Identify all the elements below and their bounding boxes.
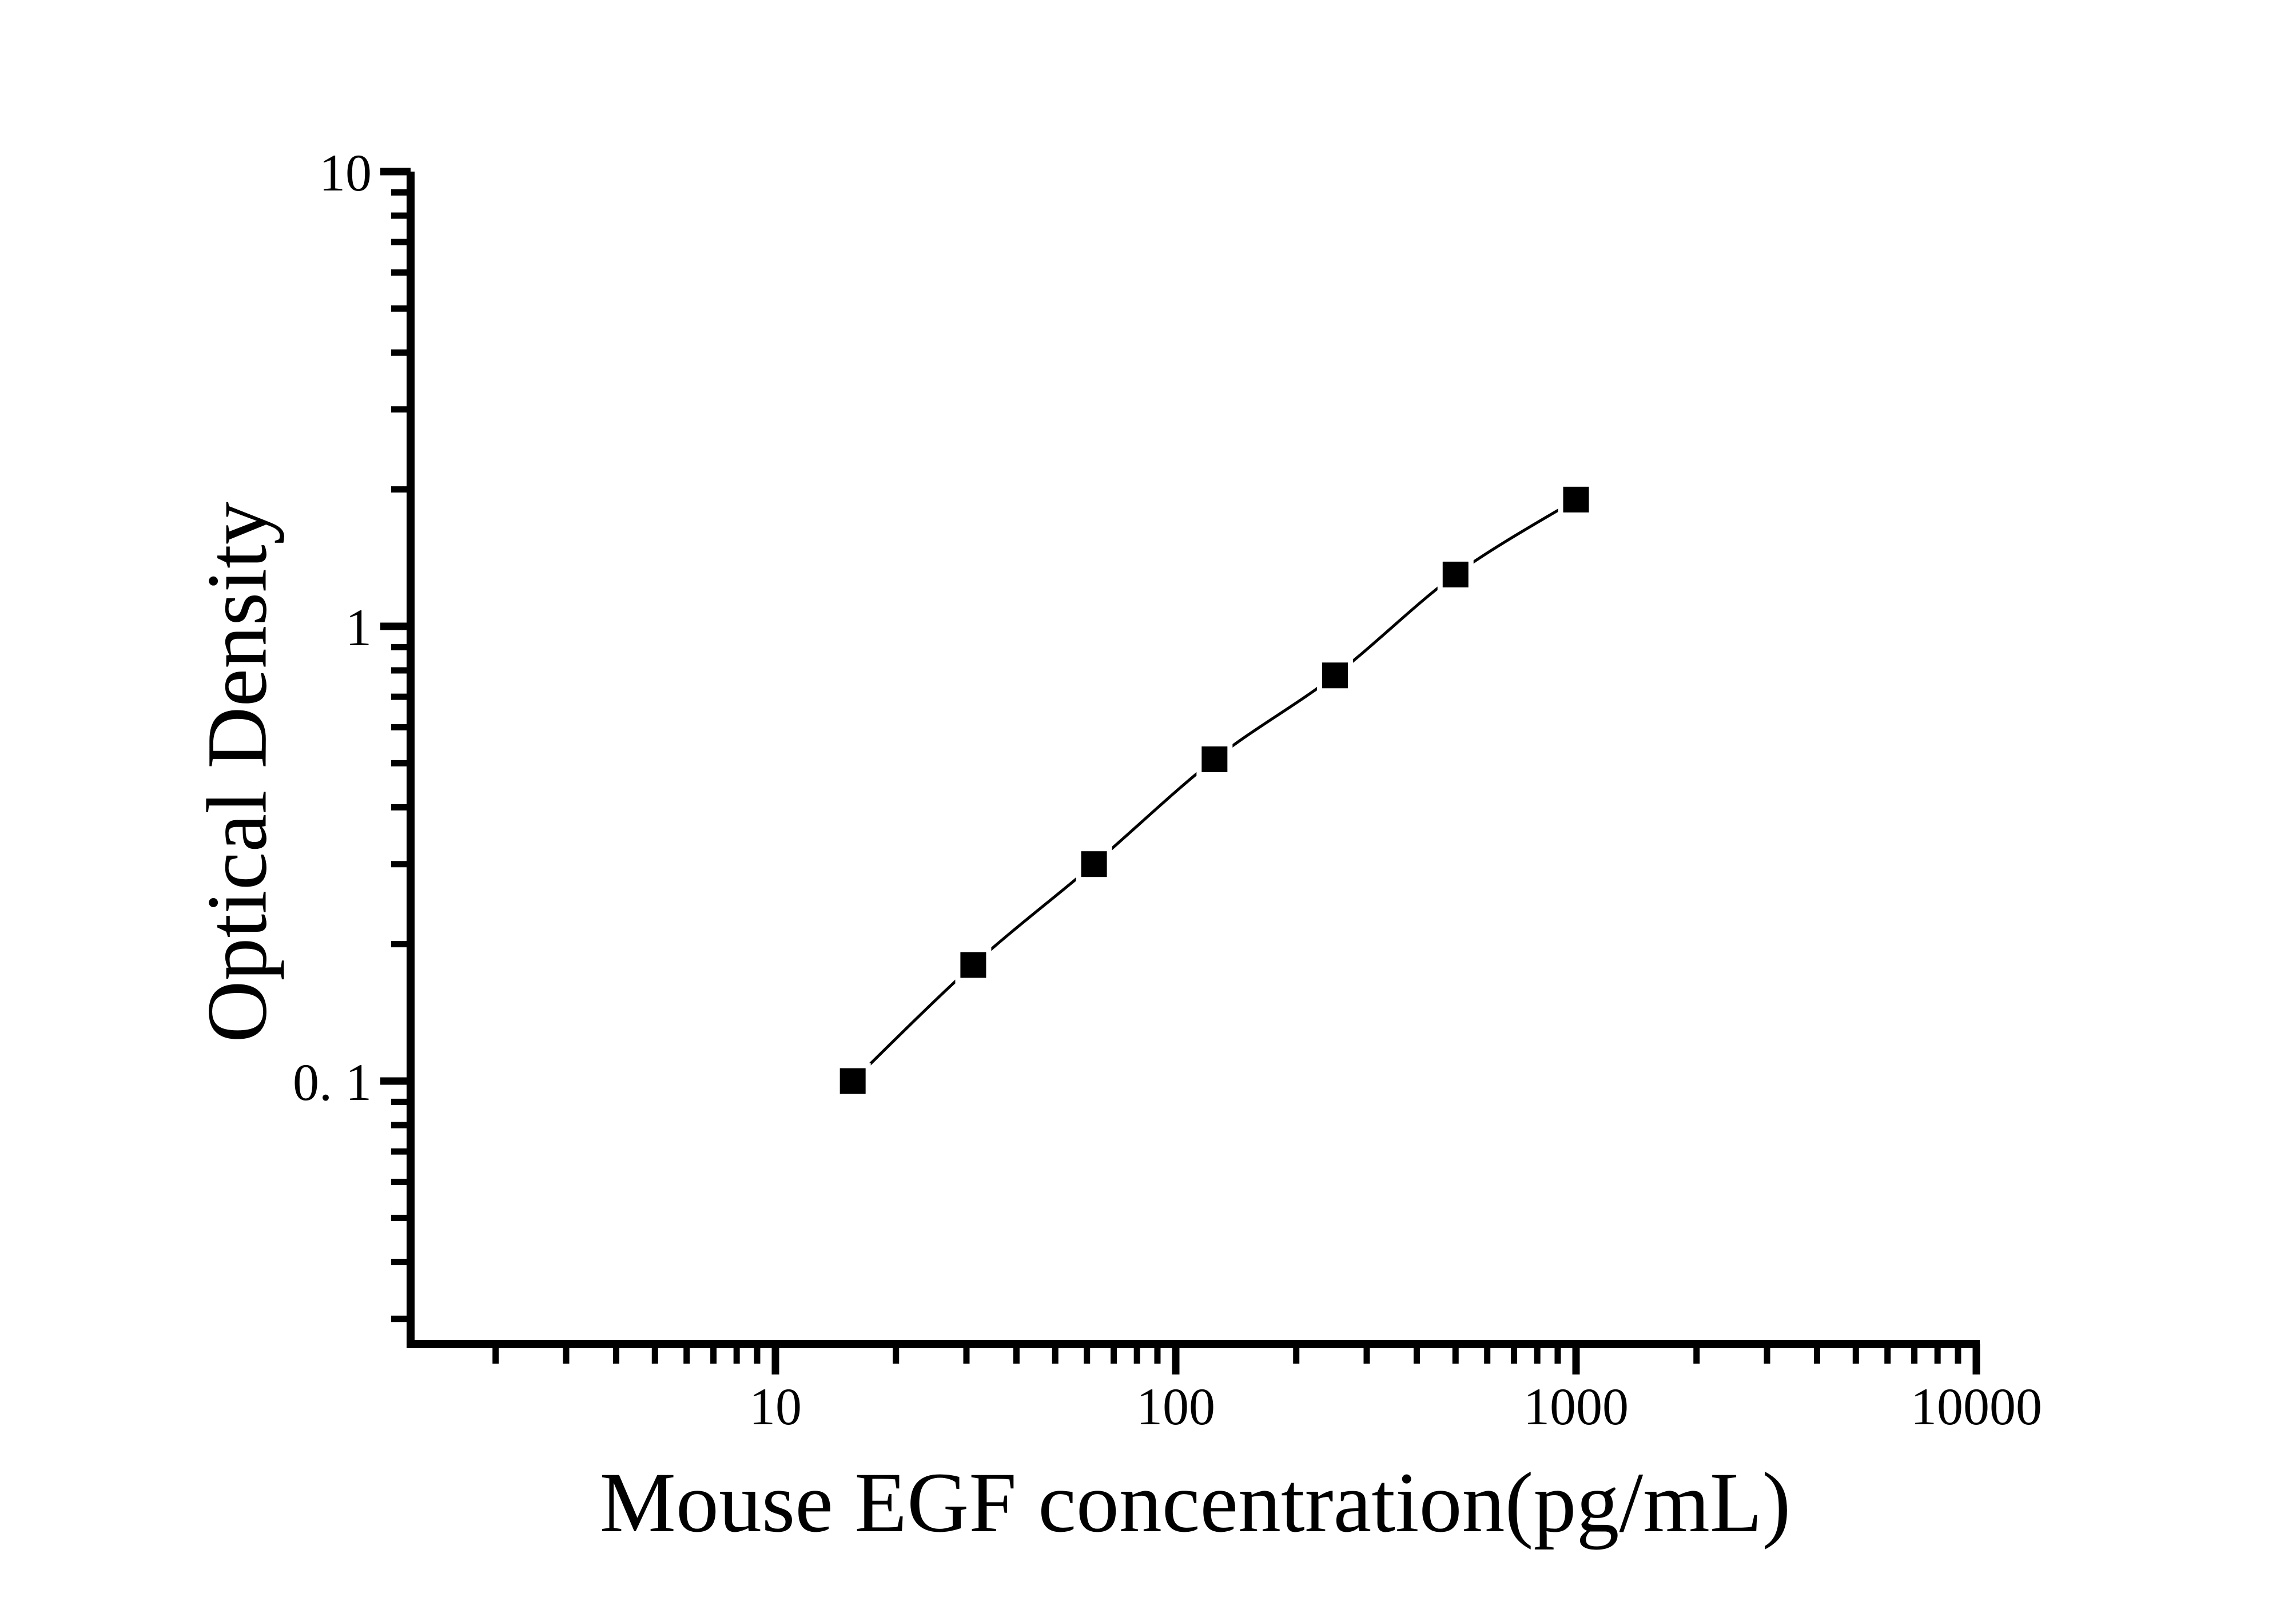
y-tick-label: 0. 1	[293, 1053, 372, 1111]
x-tick-label: 10000	[1911, 1377, 2042, 1436]
axis-spine	[407, 172, 1980, 1348]
x-tick-label: 1000	[1523, 1377, 1629, 1436]
data-point-marker	[1558, 481, 1594, 518]
y-tick-label: 1	[345, 598, 372, 657]
data-point-marker	[1196, 741, 1233, 777]
data-point-marker	[1317, 657, 1354, 694]
x-tick-label: 100	[1136, 1377, 1215, 1436]
x-axis-title: Mouse EGF concentration(pg/mL)	[599, 1455, 1791, 1550]
data-point-marker	[834, 1063, 871, 1099]
y-tick-label: 10	[319, 144, 372, 202]
y-axis-title: Optical Density	[189, 502, 285, 1043]
data-point-marker	[1437, 556, 1474, 593]
data-point-marker	[1076, 846, 1112, 883]
x-tick-label: 10	[749, 1377, 802, 1436]
data-point-marker	[955, 947, 992, 983]
